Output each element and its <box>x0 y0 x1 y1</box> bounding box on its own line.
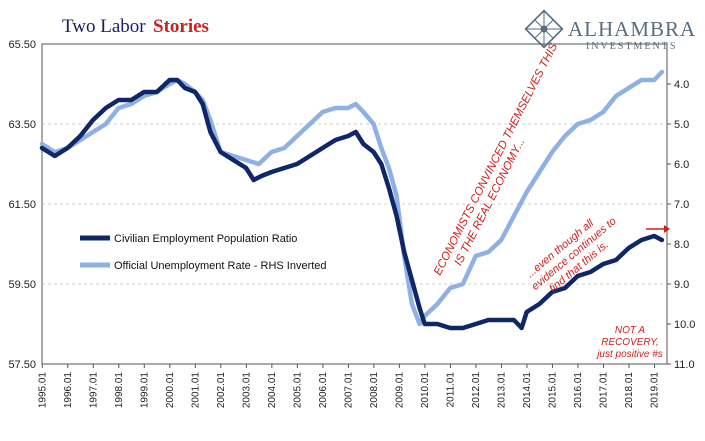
x-tick-label: 2015.01 <box>547 372 558 409</box>
x-tick-label: 2005.01 <box>292 372 303 409</box>
x-tick-label: 2008.01 <box>369 372 380 409</box>
x-tick-label: 2011.01 <box>445 372 456 408</box>
annotation-recovery-line2: RECOVERY, <box>601 337 659 348</box>
right-tick-label: 7.0 <box>674 199 689 211</box>
annotation-recovery: NOT A RECOVERY, just positive #s <box>595 325 663 360</box>
x-tick-label: 2007.01 <box>343 372 354 409</box>
x-tick-label: 2001.01 <box>190 372 201 409</box>
annotation-evidence: ...even though all evidence continues to… <box>524 215 619 295</box>
legend-label-employment: Civilian Employment Population Ratio <box>114 233 297 245</box>
x-tick-label: 2014.01 <box>522 372 533 409</box>
left-tick-label: 59.50 <box>8 279 36 291</box>
annotation-recovery-line3: just positive #s <box>595 349 663 360</box>
x-tick-label: 1999.01 <box>139 372 150 409</box>
x-tick-label: 2000.01 <box>165 372 176 409</box>
left-tick-label: 57.50 <box>8 359 36 371</box>
chart-title-part1: Two Labor <box>62 16 146 37</box>
diamond-lattice-logo <box>524 9 564 49</box>
x-tick-label: 1996.01 <box>63 372 74 409</box>
x-tick-label: 2010.01 <box>420 372 431 409</box>
series-lines <box>39 69 665 331</box>
x-tick-label: 2013.01 <box>496 372 507 409</box>
chart-title-part2: Stories <box>153 16 209 37</box>
x-tick-label: 2012.01 <box>471 372 482 409</box>
legend-label-unemployment: Official Unemployment Rate - RHS Inverte… <box>114 260 327 272</box>
x-tick-label: 2016.01 <box>573 372 584 409</box>
right-axis: 4.0 5.0 6.0 7.0 8.0 9.0 10.0 11.0 <box>667 79 695 371</box>
right-tick-label: 9.0 <box>674 279 689 291</box>
left-tick-label: 65.50 <box>8 39 36 51</box>
right-tick-label: 5.0 <box>674 119 689 131</box>
left-tick-label: 61.50 <box>8 199 36 211</box>
x-tick-label: 2002.01 <box>216 372 227 409</box>
x-tick-label: 1997.01 <box>88 372 99 409</box>
left-axis: 57.50 59.50 61.50 63.50 65.50 <box>8 39 36 371</box>
right-arrow-icon <box>646 225 670 233</box>
series-line-employment <box>39 77 665 331</box>
x-tick-label: 2017.01 <box>598 372 609 409</box>
x-tick-label: 2009.01 <box>394 372 405 409</box>
x-tick-label: 2018.01 <box>624 372 635 409</box>
right-tick-label: 6.0 <box>674 159 689 171</box>
x-tick-label: 1998.01 <box>114 372 125 409</box>
x-tick-label: 2006.01 <box>318 372 329 409</box>
brand-name: ALHAMBRA <box>568 17 696 41</box>
gridlines <box>42 123 667 285</box>
annotation-recovery-line1: NOT A <box>615 325 646 336</box>
brand-sub: INVESTMENTS <box>586 41 677 52</box>
right-tick-label: 11.0 <box>674 359 695 371</box>
x-tick-label: 2019.01 <box>650 372 661 409</box>
left-tick-label: 63.50 <box>8 119 36 131</box>
legend: Civilian Employment Population Ratio Off… <box>80 233 327 272</box>
x-tick-label: 2004.01 <box>267 372 278 409</box>
x-tick-label: 2003.01 <box>241 372 252 409</box>
right-tick-label: 10.0 <box>674 319 695 331</box>
x-tick-label: 1995.01 <box>37 372 48 409</box>
x-axis: 1995.01 1996.01 1997.01 1998.01 1999.01 2000.… <box>37 364 661 409</box>
right-tick-label: 4.0 <box>674 79 689 91</box>
right-tick-label: 8.0 <box>674 239 689 251</box>
